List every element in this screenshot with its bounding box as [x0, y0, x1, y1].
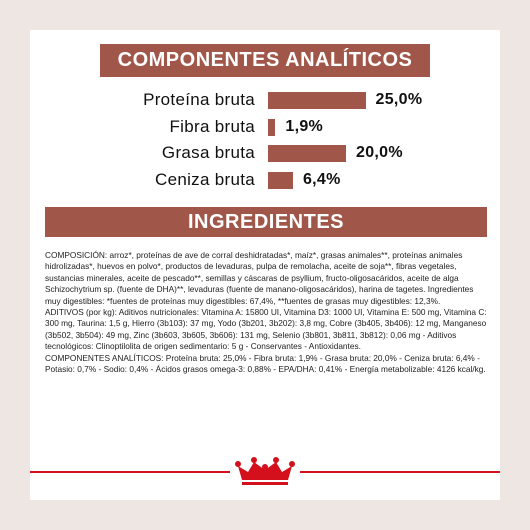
row-label: Proteína bruta — [143, 90, 255, 109]
paragraph: COMPONENTES ANALÍTICOS: Proteína bruta: … — [45, 352, 486, 375]
value-label: 25,0% — [375, 91, 423, 108]
section-title: INGREDIENTES — [45, 207, 487, 237]
bar — [268, 118, 276, 136]
paragraph: COMPOSICIÓN: arroz*, proteínas de ave de… — [45, 250, 474, 306]
value-label: 20,0% — [356, 144, 403, 161]
bar — [268, 92, 366, 109]
card: COMPONENTES ANALÍTICOS Proteína bruta 25,… — [30, 30, 500, 500]
value-label: 1,9% — [285, 117, 324, 135]
row-label: Ceniza bruta — [155, 169, 255, 189]
row-label: Fibra bruta — [169, 116, 255, 136]
ingredients-text: COMPOSICIÓN: arroz*, proteínas de ave de… — [45, 250, 489, 375]
bar — [268, 171, 293, 189]
value-label: 6,4% — [302, 170, 341, 188]
paragraph: ADITIVOS (por kg): Aditivos nutricionale… — [45, 307, 487, 352]
section-title: COMPONENTES ANALÍTICOS — [100, 44, 430, 77]
bar — [268, 145, 346, 162]
footer-logo — [30, 457, 500, 485]
row-label: Grasa bruta — [161, 143, 255, 162]
